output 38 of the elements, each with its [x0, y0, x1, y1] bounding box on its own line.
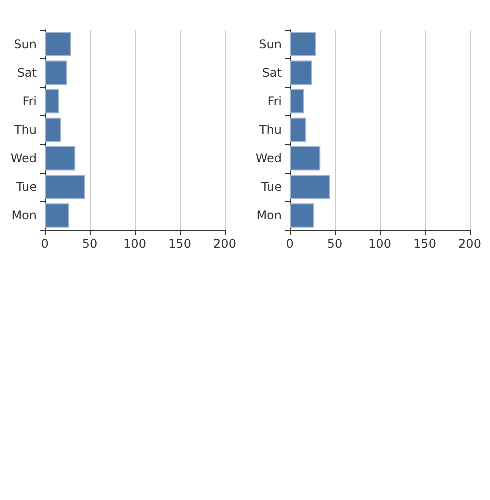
- x-tick-label: 50: [82, 237, 98, 251]
- x-tick-label: 100: [368, 237, 392, 251]
- x-tick-label: 0: [41, 237, 49, 251]
- bar: [45, 146, 76, 171]
- bar: [290, 60, 312, 85]
- y-tick-label: Wed: [256, 152, 282, 166]
- y-tick-label: Thu: [258, 123, 282, 137]
- bar: [45, 89, 60, 114]
- x-tick-label: 200: [214, 237, 236, 251]
- bar: [290, 146, 321, 171]
- bar: [290, 204, 314, 228]
- bar: [45, 204, 70, 228]
- y-tick-label: Tue: [16, 180, 37, 194]
- bar: [45, 60, 68, 85]
- y-tick-label: Thu: [13, 123, 37, 137]
- y-tick-label: Wed: [10, 152, 37, 166]
- x-tick-label: 0: [286, 237, 294, 251]
- y-tick-label: Sat: [17, 66, 38, 80]
- y-tick-label: Fri: [22, 94, 37, 108]
- x-tick-label: 200: [458, 237, 482, 251]
- x-tick-label: 50: [327, 237, 343, 251]
- bar: [45, 175, 86, 200]
- y-tick-label: Mon: [256, 208, 282, 223]
- y-tick-label: Sun: [259, 37, 282, 52]
- bar: [290, 89, 304, 114]
- y-tick-label: Tue: [260, 180, 282, 194]
- y-tick-label: Fri: [268, 94, 282, 108]
- bar: [45, 32, 72, 56]
- x-tick-label: 150: [414, 237, 436, 251]
- x-tick-label: 150: [168, 237, 192, 251]
- bar: [290, 32, 316, 56]
- bar: [290, 175, 330, 200]
- bar: [290, 118, 306, 142]
- x-tick-label: 100: [124, 237, 146, 251]
- bar: [45, 118, 62, 142]
- y-tick-label: Sun: [14, 37, 37, 52]
- y-tick-label: Sat: [262, 66, 282, 80]
- y-tick-label: Mon: [12, 208, 37, 223]
